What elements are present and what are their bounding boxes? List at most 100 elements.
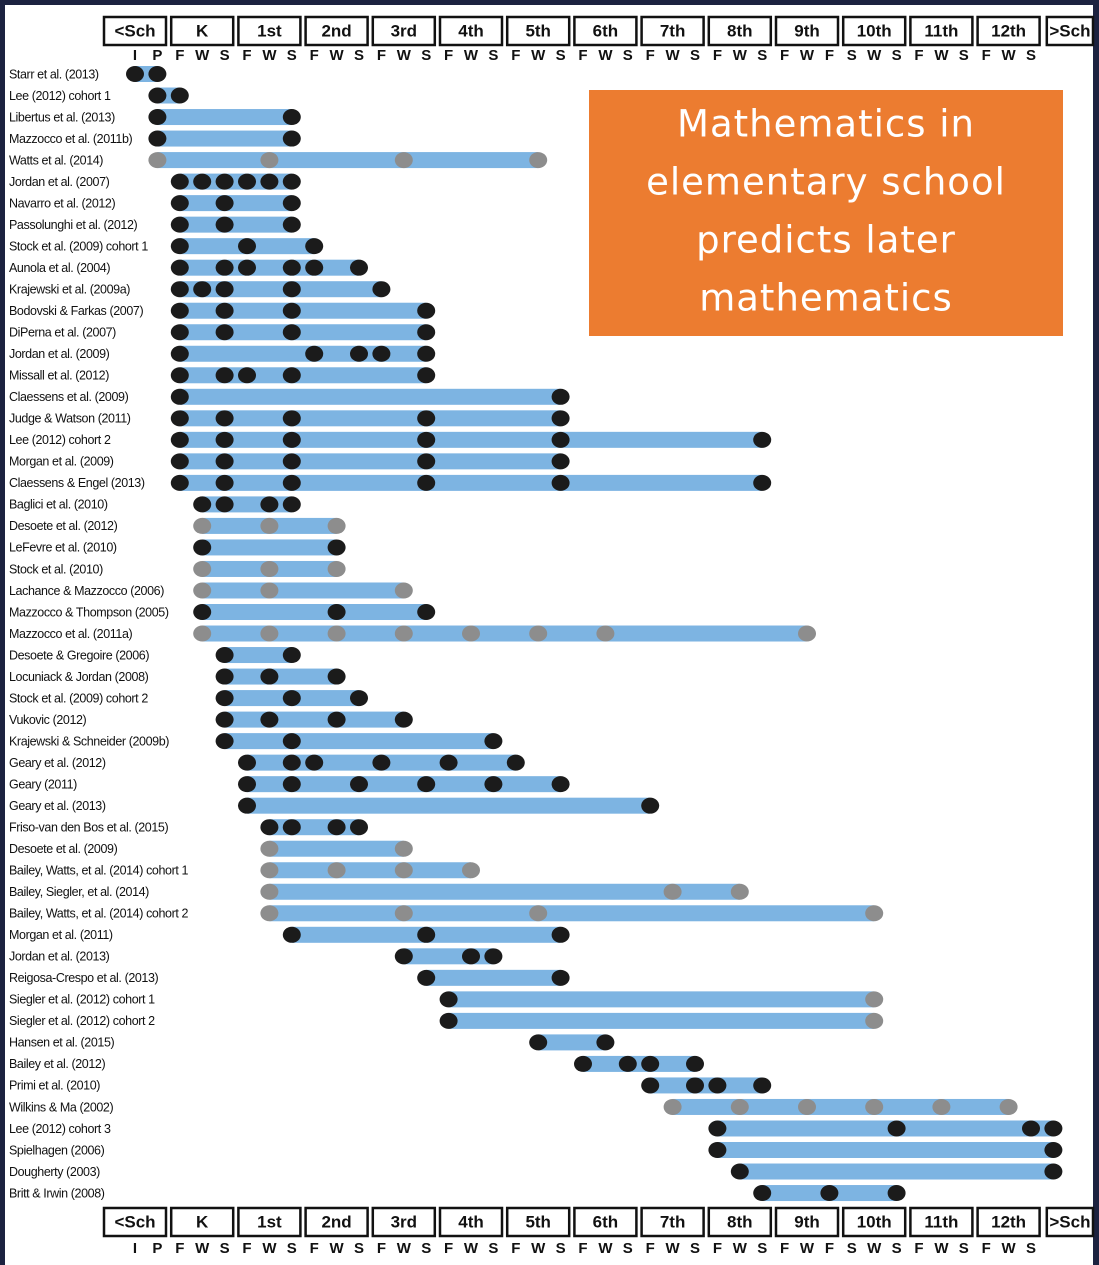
- term-label: F: [982, 47, 991, 64]
- study-label: Vukovic (2012): [9, 713, 87, 727]
- study-label: Wilkins & Ma (2002): [9, 1100, 113, 1114]
- study-label: Stock et al. (2009) cohort 1: [9, 239, 148, 253]
- wave-dot-gray: [327, 862, 346, 879]
- wave-dot: [327, 711, 346, 728]
- wave-dot-gray: [529, 625, 548, 642]
- study-label: Hansen et al. (2015): [9, 1036, 115, 1050]
- wave-dot: [708, 1120, 727, 1137]
- grade-box: [909, 1206, 974, 1238]
- wave-dot: [282, 130, 301, 147]
- wave-dot: [193, 281, 212, 298]
- wave-dot: [551, 474, 570, 491]
- wave-dot: [417, 776, 436, 793]
- wave-dot-gray: [260, 905, 279, 922]
- wave-dot: [282, 496, 301, 513]
- term-label: W: [464, 47, 479, 64]
- grade-box: [438, 1206, 504, 1238]
- wave-dot: [350, 776, 368, 793]
- study-label: Baglici et al. (2010): [9, 498, 108, 512]
- wave-dot: [350, 259, 368, 276]
- term-label: W: [733, 47, 748, 64]
- span-bar: [739, 1163, 1054, 1180]
- span-bar: [157, 109, 292, 126]
- wave-dot: [753, 431, 772, 448]
- wave-dot: [708, 1077, 727, 1094]
- study-label: Morgan et al. (2011): [9, 928, 113, 942]
- term-label: S: [892, 1240, 902, 1257]
- term-label: S: [287, 1240, 297, 1257]
- term-label: S: [892, 47, 902, 64]
- term-label: W: [598, 1240, 613, 1257]
- wave-dot: [282, 324, 301, 341]
- wave-dot: [215, 302, 234, 319]
- study-label: Passolunghi et al. (2012): [9, 218, 138, 232]
- wave-dot: [820, 1185, 839, 1202]
- wave-dot: [551, 776, 570, 793]
- grade-box: [237, 15, 302, 47]
- wave-dot: [305, 754, 324, 771]
- wave-dot: [282, 367, 301, 384]
- wave-dot: [887, 1120, 906, 1137]
- span-bar: [269, 905, 875, 922]
- wave-dot-gray: [260, 883, 279, 900]
- span-bar: [717, 1120, 1054, 1137]
- wave-dot: [282, 453, 301, 470]
- wave-dot: [193, 604, 212, 620]
- term-label: S: [1026, 47, 1036, 64]
- wave-dot: [551, 410, 570, 427]
- grade-label: 2nd: [321, 21, 351, 40]
- wave-dot: [439, 1012, 458, 1029]
- span-bar: [202, 625, 807, 642]
- grade-box: [640, 15, 705, 47]
- term-label: W: [330, 1240, 345, 1257]
- grade-box: [573, 15, 638, 47]
- wave-dot: [215, 324, 234, 341]
- wave-dot: [238, 754, 256, 771]
- term-label: W: [262, 1240, 277, 1257]
- wave-dot-gray: [193, 560, 212, 577]
- study-label: Spielhagen (2006): [9, 1143, 105, 1157]
- wave-dot: [327, 539, 346, 556]
- grade-label: K: [196, 21, 209, 40]
- term-label: F: [713, 1240, 722, 1257]
- grade-box: [976, 15, 1041, 47]
- span-bar: [179, 474, 763, 491]
- term-label: I: [133, 1240, 137, 1257]
- wave-dot: [170, 195, 189, 212]
- grade-box: [237, 1206, 302, 1238]
- study-label: Siegler et al. (2012) cohort 2: [9, 1014, 155, 1028]
- study-label: Bodovski & Farkas (2007): [9, 304, 143, 318]
- study-label: Lee (2012) cohort 2: [9, 433, 111, 447]
- wave-dot: [506, 754, 525, 771]
- wave-dot-gray: [260, 862, 279, 879]
- wave-dot: [484, 948, 503, 965]
- term-label: W: [464, 1240, 479, 1257]
- wave-dot: [327, 604, 346, 620]
- callout-text: predicts later: [696, 219, 956, 262]
- grade-label: 12th: [991, 1212, 1026, 1231]
- term-label: S: [354, 47, 364, 64]
- wave-dot: [551, 431, 570, 448]
- study-label: Lachance & Mazzocco (2006): [9, 584, 164, 598]
- wave-dot: [215, 281, 234, 298]
- grade-box: [304, 1206, 369, 1238]
- wave-dot: [417, 410, 436, 427]
- wave-dot-gray: [798, 1098, 816, 1115]
- callout-box: [589, 90, 1063, 336]
- wave-dot-gray: [260, 517, 279, 534]
- wave-dot: [238, 238, 256, 255]
- span-bar: [202, 604, 427, 620]
- study-label: Mazzocco & Thompson (2005): [9, 605, 169, 619]
- term-label: S: [421, 47, 431, 64]
- wave-dot: [215, 259, 234, 276]
- wave-dot: [238, 776, 256, 793]
- wave-dot: [372, 345, 391, 362]
- wave-dot-gray: [663, 1098, 682, 1115]
- wave-dot: [282, 431, 301, 448]
- span-bar: [717, 1142, 1054, 1158]
- study-label: DiPerna et al. (2007): [9, 326, 116, 340]
- study-label: Locuniack & Jordan (2008): [9, 670, 149, 684]
- span-bar: [224, 711, 404, 728]
- callout-text: elementary school: [646, 161, 1006, 204]
- grade-box: [707, 15, 773, 47]
